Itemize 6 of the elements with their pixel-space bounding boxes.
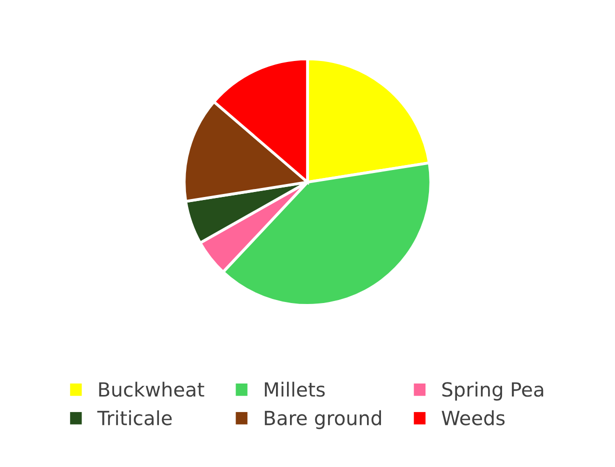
legend-label: Millets bbox=[264, 382, 325, 397]
legend-label: Spring Pea bbox=[442, 382, 544, 401]
legend-label: Buckwheat bbox=[99, 382, 204, 397]
legend-label: Weeds bbox=[442, 410, 505, 426]
legend-label: Triticale bbox=[97, 410, 172, 426]
legend-label: Bare ground bbox=[264, 410, 381, 430]
